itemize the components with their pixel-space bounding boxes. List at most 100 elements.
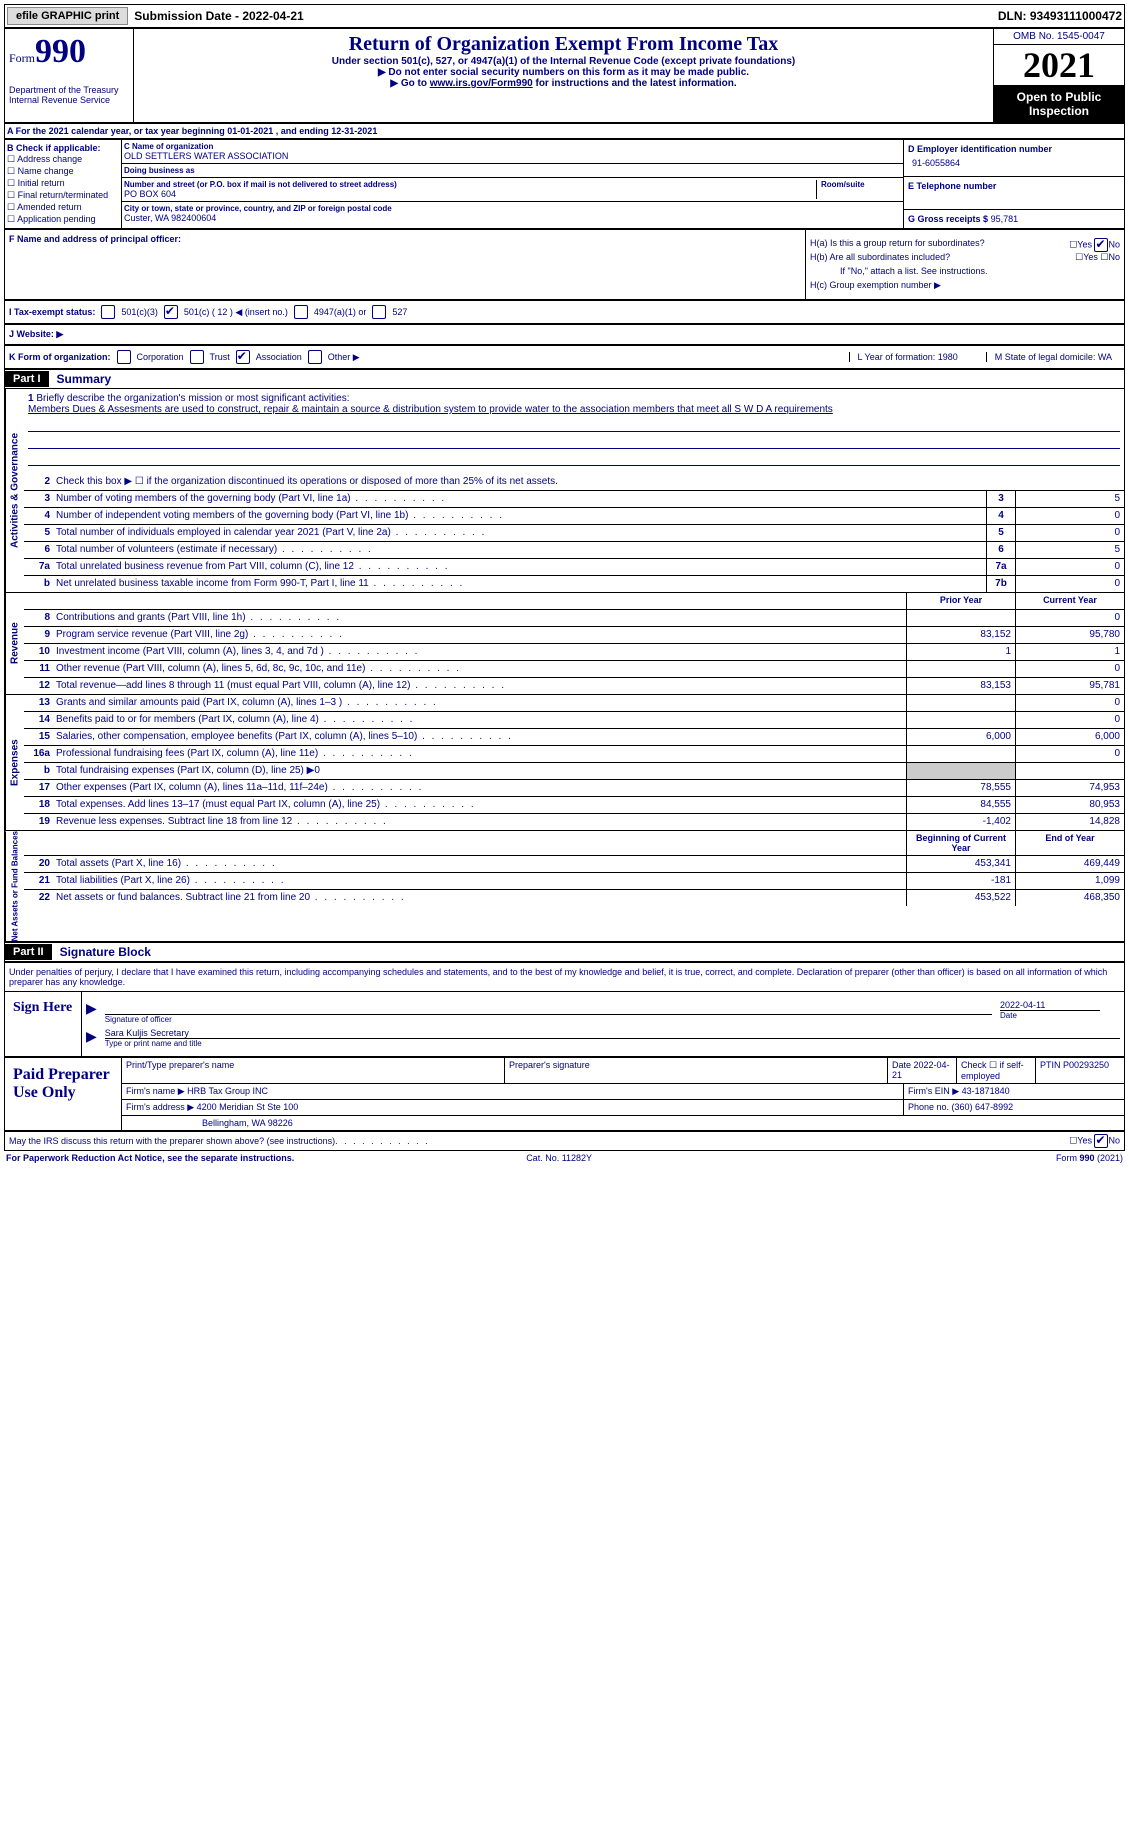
open-inspection: Open to Public Inspection [994,86,1124,122]
exp-row: 18 Total expenses. Add lines 13–17 (must… [24,797,1124,814]
opt-application-pending[interactable]: ☐ Application pending [7,214,119,225]
dba-label: Doing business as [124,166,901,175]
vtab-netassets: Net Assets or Fund Balances [5,831,24,941]
name-label: Type or print name and title [105,1039,1120,1048]
net-row: 21 Total liabilities (Part X, line 26) -… [24,873,1124,890]
discuss-question: May the IRS discuss this return with the… [9,1136,335,1146]
501c3-check[interactable] [101,305,115,319]
submission-date: Submission Date - 2022-04-21 [134,9,303,23]
exp-row: 16a Professional fundraising fees (Part … [24,746,1124,763]
part1-label: Summary [49,370,120,388]
4947-check[interactable] [294,305,308,319]
rev-row: 10 Investment income (Part VIII, column … [24,644,1124,661]
paperwork-notice: For Paperwork Reduction Act Notice, see … [6,1153,294,1163]
form-subtitle-1: Under section 501(c), 527, or 4947(a)(1)… [138,56,989,67]
501c-check[interactable] [164,305,178,319]
exp-row: 15 Salaries, other compensation, employe… [24,729,1124,746]
opt-name-change[interactable]: ☐ Name change [7,166,119,177]
rev-row: 9 Program service revenue (Part VIII, li… [24,627,1124,644]
date-label: Date [1000,1011,1120,1020]
assoc-check[interactable] [236,350,250,364]
ha-no-check[interactable] [1094,238,1108,252]
part1-expenses: Expenses 13 Grants and similar amounts p… [4,695,1125,831]
street-label: Number and street (or P.O. box if mail i… [124,180,816,189]
hc-line: H(c) Group exemption number ▶ [810,280,1120,291]
form-number: Form990 [9,33,129,71]
firm-phone: Phone no. (360) 647-8992 [904,1100,1124,1115]
corp-check[interactable] [117,350,131,364]
tel-value [908,191,1120,205]
beg-year-header: Beginning of Current Year [906,831,1015,855]
gov-row: 4 Number of independent voting members o… [24,508,1124,525]
part1-governance: Activities & Governance 1 Briefly descri… [4,389,1125,593]
trust-check[interactable] [190,350,204,364]
street-value: PO BOX 604 [124,189,816,199]
part1-tag: Part I [5,371,49,387]
page-footer: For Paperwork Reduction Act Notice, see … [4,1151,1125,1165]
form-subtitle-3: ▶ Go to www.irs.gov/Form990 for instruct… [138,78,989,89]
mission-text: Members Dues & Assesments are used to co… [28,404,1120,415]
tax-exempt-row: I Tax-exempt status: 501(c)(3) 501(c) ( … [4,300,1125,324]
gov-row: b Net unrelated business taxable income … [24,576,1124,592]
j-label: J Website: ▶ [9,329,63,340]
prior-year-header: Prior Year [906,593,1015,609]
hb-line: H(b) Are all subordinates included? ☐Yes… [810,252,1120,262]
efile-print-button[interactable]: efile GRAPHIC print [7,7,128,25]
dept-label: Department of the Treasury Internal Reve… [9,85,129,105]
vtab-revenue: Revenue [5,593,24,694]
ein-label: D Employer identification number [908,144,1120,154]
f-label: F Name and address of principal officer: [9,234,801,244]
irs-link[interactable]: www.irs.gov/Form990 [430,78,533,89]
discuss-no-check[interactable] [1094,1134,1108,1148]
opt-initial-return[interactable]: ☐ Initial return [7,178,119,189]
prep-sig: Preparer's signature [505,1058,888,1083]
i-label: I Tax-exempt status: [9,307,95,317]
527-check[interactable] [372,305,386,319]
city-label: City or town, state or province, country… [124,204,901,213]
signature-block: Under penalties of perjury, I declare th… [4,962,1125,1057]
ha-line: H(a) Is this a group return for subordin… [810,238,1120,248]
rev-row: 8 Contributions and grants (Part VIII, l… [24,610,1124,627]
other-check[interactable] [308,350,322,364]
f-h-block: F Name and address of principal officer:… [4,229,1125,300]
line2: Check this box ▶ ☐ if the organization d… [54,474,1124,490]
firm-addr: Firm's address ▶ 4200 Meridian St Ste 10… [122,1100,904,1115]
discuss-row: May the IRS discuss this return with the… [4,1131,1125,1151]
top-bar: efile GRAPHIC print Submission Date - 20… [4,4,1125,28]
net-row: 20 Total assets (Part X, line 16) 453,34… [24,856,1124,873]
form-title: Return of Organization Exempt From Incom… [138,33,989,56]
part2-label: Signature Block [52,943,159,961]
room-label: Room/suite [821,180,901,189]
dln: DLN: 93493111000472 [998,9,1122,23]
prep-ptin: PTIN P00293250 [1036,1058,1124,1083]
preparer-label: Paid Preparer Use Only [5,1058,122,1130]
b-check-label: B Check if applicable: [7,143,119,153]
prep-name: Print/Type preparer's name [122,1058,505,1083]
end-year-header: End of Year [1015,831,1124,855]
opt-address-change[interactable]: ☐ Address change [7,154,119,165]
part1-revenue: Revenue Prior Year Current Year 8 Contri… [4,593,1125,695]
gross-value: 95,781 [991,214,1019,224]
cat-no: Cat. No. 11282Y [526,1153,592,1163]
current-year-header: Current Year [1015,593,1124,609]
exp-row: b Total fundraising expenses (Part IX, c… [24,763,1124,780]
part2-tag: Part II [5,944,52,960]
part1-netassets: Net Assets or Fund Balances Beginning of… [4,831,1125,942]
header-block: B Check if applicable: ☐ Address change … [4,139,1125,229]
vtab-governance: Activities & Governance [5,389,24,592]
city-value: Custer, WA 982400604 [124,213,901,223]
prep-self: Check ☐ if self-employed [957,1058,1036,1083]
sig-label: Signature of officer [105,1015,992,1024]
mission-label: Briefly describe the organization's miss… [36,393,349,404]
org-name: OLD SETTLERS WATER ASSOCIATION [124,151,901,161]
opt-amended-return[interactable]: ☐ Amended return [7,202,119,213]
org-name-label: C Name of organization [124,142,901,151]
opt-final-return[interactable]: ☐ Final return/terminated [7,190,119,201]
gross-label: G Gross receipts $ [908,214,988,224]
preparer-block: Paid Preparer Use Only Print/Type prepar… [4,1057,1125,1131]
officer-signature[interactable] [105,1000,992,1015]
perjury-statement: Under penalties of perjury, I declare th… [5,963,1124,992]
gov-row: 3 Number of voting members of the govern… [24,491,1124,508]
omb-number: OMB No. 1545-0047 [994,29,1124,45]
hb2-line: If "No," attach a list. See instructions… [810,266,1120,276]
